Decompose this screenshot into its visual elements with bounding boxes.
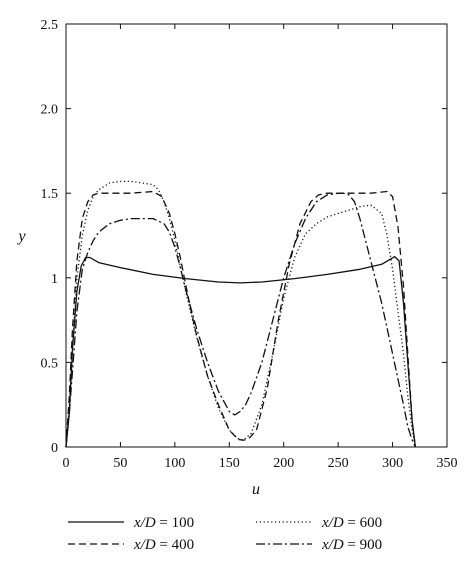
legend-label-series-3: x/D = 600 bbox=[321, 515, 382, 531]
legend-item-series-3: x/D = 600 bbox=[256, 515, 382, 531]
legend-label-series-4: x/D = 900 bbox=[321, 537, 382, 553]
x-tick-label: 300 bbox=[382, 456, 403, 471]
legend: x/D = 100 x/D = 400 x/D = 600 x/D = 900 bbox=[68, 515, 382, 553]
y-tick-label: 1 bbox=[51, 272, 58, 287]
plot-frame bbox=[65, 23, 448, 448]
legend-label-series-2: x/D = 400 bbox=[133, 537, 194, 553]
series-line-4 bbox=[65, 192, 416, 448]
legend-item-series-4: x/D = 900 bbox=[256, 537, 382, 553]
series-lines bbox=[65, 180, 417, 448]
legend-item-series-1: x/D = 100 bbox=[68, 515, 194, 531]
y-tick-label: 0.5 bbox=[41, 356, 59, 371]
x-tick-label: 150 bbox=[219, 456, 240, 471]
series-line-2 bbox=[65, 190, 417, 448]
y-tick-label: 2.5 bbox=[41, 18, 59, 33]
y-tick-label: 1.5 bbox=[41, 187, 59, 202]
y-tick-labels: 0 0.5 1 1.5 2.0 2.5 bbox=[41, 18, 59, 456]
axis-ticks bbox=[65, 23, 448, 448]
x-tick-label: 100 bbox=[164, 456, 185, 471]
x-tick-labels: 0 50 100 150 200 250 300 350 bbox=[63, 456, 458, 471]
y-axis-title: y bbox=[16, 228, 26, 245]
x-axis-title: u bbox=[252, 481, 260, 498]
y-tick-label: 2.0 bbox=[41, 103, 59, 118]
y-tick-label: 0 bbox=[51, 441, 58, 456]
x-tick-label: 250 bbox=[328, 456, 349, 471]
x-tick-label: 50 bbox=[113, 456, 127, 471]
legend-label-series-1: x/D = 100 bbox=[133, 515, 194, 531]
x-tick-label: 200 bbox=[273, 456, 294, 471]
x-tick-label: 0 bbox=[63, 456, 70, 471]
legend-item-series-2: x/D = 400 bbox=[68, 537, 194, 553]
series-line-1 bbox=[65, 255, 417, 448]
x-tick-label: 350 bbox=[437, 456, 458, 471]
